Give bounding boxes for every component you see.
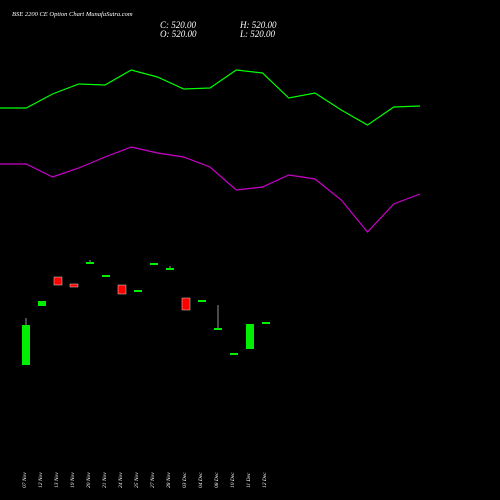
ohlc-open: O: 520.00 xyxy=(160,29,197,39)
candle-body xyxy=(86,262,94,264)
candle-body xyxy=(22,325,30,365)
x-tick-label: 24 Nov xyxy=(117,472,124,488)
indicator-line xyxy=(0,146,421,233)
x-tick-label: 12 Dec xyxy=(262,472,268,488)
candle-body xyxy=(53,276,63,286)
x-tick-label: 27 Nov xyxy=(150,472,156,488)
candle-body xyxy=(150,263,158,265)
candle-body xyxy=(246,324,254,349)
candle-body xyxy=(134,290,142,292)
x-tick-label: 03 Dec xyxy=(182,472,188,488)
ohlc-close: C: 520.00 xyxy=(160,20,197,30)
candle-body xyxy=(69,283,79,288)
candle-body xyxy=(166,268,174,270)
chart-title: BSE 2200 CE Option Chart MunafaSutra.com xyxy=(12,11,133,18)
x-tick-label: 19 Nov xyxy=(70,472,76,488)
x-tick-label: 07 Nov xyxy=(22,472,28,488)
candle-body xyxy=(198,300,206,302)
indicator-line xyxy=(0,69,421,126)
ohlc-low: L: 520.00 xyxy=(239,29,276,39)
candle-body xyxy=(38,301,46,306)
candle-body xyxy=(181,297,191,311)
candle-body xyxy=(117,284,127,295)
x-tick-label: 13 Nov xyxy=(54,472,60,488)
candle-body xyxy=(262,322,270,324)
candle-body xyxy=(214,328,222,330)
x-tick-label: 20 Nov xyxy=(86,472,92,488)
ohlc-high: H: 520.00 xyxy=(239,20,277,30)
x-tick-label: 10 Dec xyxy=(230,472,236,488)
x-tick-label: 21 Nov xyxy=(102,472,108,488)
x-tick-label: 04 Dec xyxy=(197,472,204,488)
candle-body xyxy=(230,353,238,355)
x-tick-label: 12 Nov xyxy=(38,472,44,488)
x-tick-label: 28 Nov xyxy=(166,472,172,488)
candle-body xyxy=(102,275,110,277)
x-tick-label: 11 Dec xyxy=(246,472,252,488)
x-tick-label: 08 Dec xyxy=(214,472,220,488)
x-tick-label: 25 Nov xyxy=(134,472,140,488)
